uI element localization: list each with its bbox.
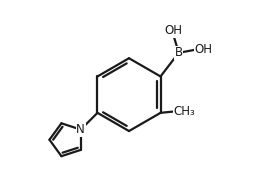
Text: N: N (76, 123, 85, 136)
Text: OH: OH (164, 24, 182, 37)
Text: OH: OH (194, 43, 212, 56)
Text: CH₃: CH₃ (174, 104, 196, 118)
Text: B: B (175, 46, 183, 59)
